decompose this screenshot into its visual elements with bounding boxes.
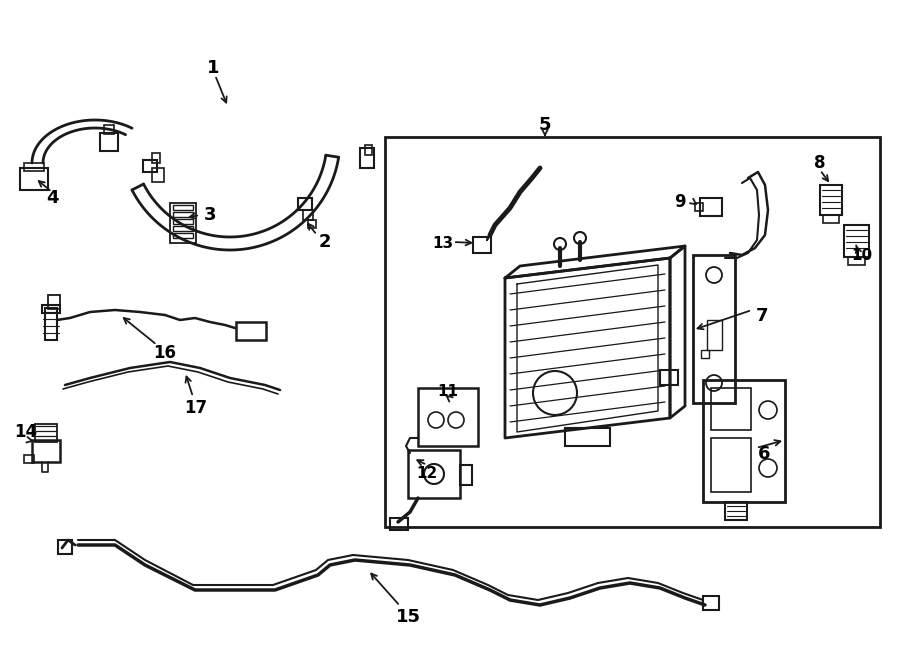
Bar	[298, 198, 312, 210]
Bar	[385, 137, 880, 527]
Text: 10: 10	[851, 249, 873, 264]
Bar	[844, 225, 869, 257]
Text: 4: 4	[46, 189, 58, 207]
Bar	[32, 440, 60, 462]
Bar	[58, 540, 72, 554]
Bar	[24, 163, 44, 171]
Bar	[693, 255, 735, 403]
Text: 8: 8	[814, 154, 826, 172]
Text: 13: 13	[432, 235, 454, 251]
Bar	[473, 237, 491, 253]
Bar	[408, 450, 460, 498]
Text: 11: 11	[437, 385, 458, 399]
Bar	[20, 168, 48, 190]
Bar	[42, 305, 60, 313]
Bar	[701, 350, 709, 358]
Bar	[35, 424, 57, 442]
Text: 2: 2	[319, 233, 331, 251]
Bar	[104, 125, 114, 134]
Text: 14: 14	[14, 423, 38, 441]
Text: 12: 12	[417, 465, 437, 481]
Text: 15: 15	[395, 608, 420, 626]
Text: 6: 6	[758, 445, 770, 463]
Bar	[700, 198, 722, 216]
Bar	[308, 220, 316, 228]
Bar	[707, 320, 722, 350]
Text: 5: 5	[539, 116, 551, 134]
Bar	[45, 308, 57, 340]
Bar	[173, 205, 193, 210]
Text: 3: 3	[203, 206, 216, 224]
Text: 1: 1	[207, 59, 220, 77]
Bar	[170, 203, 196, 243]
Bar	[695, 203, 703, 211]
Bar	[820, 185, 842, 215]
Bar	[152, 153, 160, 163]
Bar	[823, 215, 839, 223]
Bar	[173, 233, 193, 238]
Bar	[365, 145, 372, 155]
Bar	[660, 370, 678, 385]
Bar	[460, 465, 472, 485]
Bar	[725, 502, 747, 520]
Bar	[173, 212, 193, 217]
Bar	[390, 518, 408, 530]
Bar	[173, 219, 193, 224]
Bar	[418, 388, 478, 446]
Bar	[152, 168, 164, 182]
Bar	[703, 596, 719, 610]
Bar	[703, 380, 785, 502]
Bar	[711, 388, 751, 430]
Text: 9: 9	[674, 193, 686, 211]
Text: 17: 17	[184, 399, 208, 417]
Bar	[848, 257, 865, 265]
Bar	[236, 322, 266, 340]
Bar	[303, 210, 313, 220]
Bar	[100, 133, 118, 151]
Text: 7: 7	[756, 307, 769, 325]
Bar	[565, 428, 610, 446]
Bar	[48, 295, 60, 309]
Bar	[143, 160, 157, 172]
Bar	[360, 148, 374, 168]
Bar	[173, 226, 193, 231]
Text: 16: 16	[154, 344, 176, 362]
Bar	[24, 455, 34, 463]
Bar	[711, 438, 751, 492]
